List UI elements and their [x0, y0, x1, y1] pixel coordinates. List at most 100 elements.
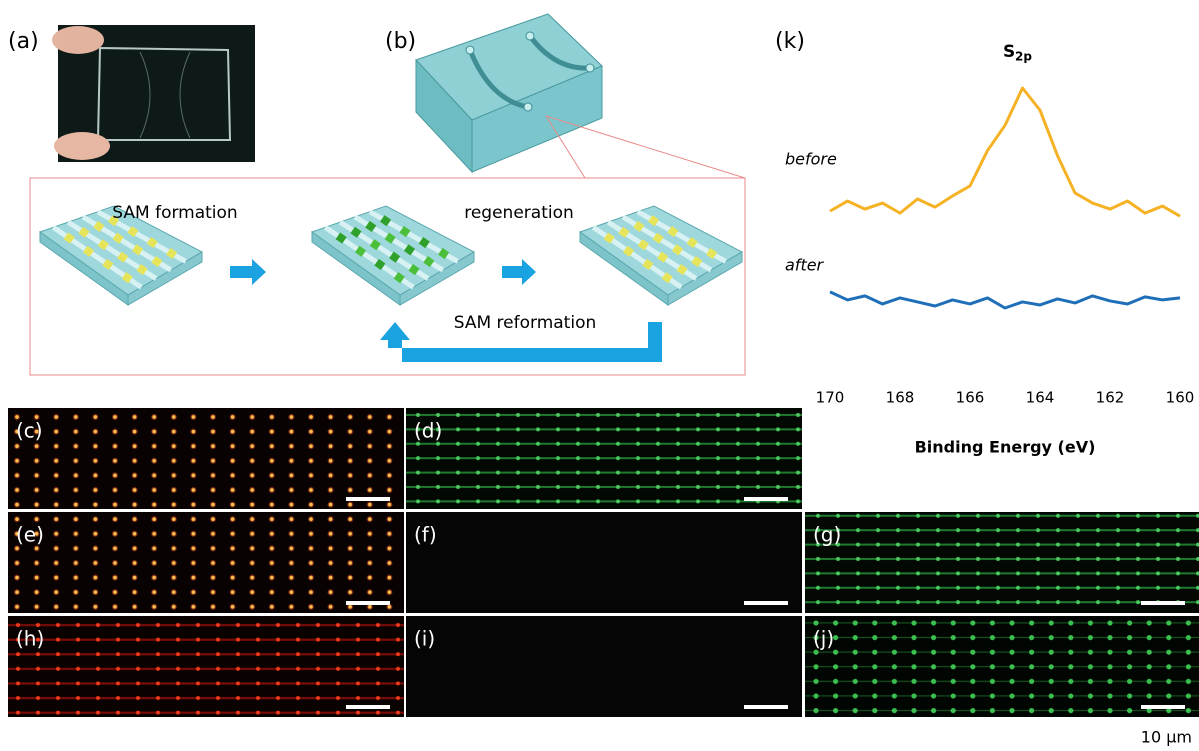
micrograph — [805, 512, 1199, 613]
x-tick-label: 168 — [886, 389, 915, 407]
panel-label: (i) — [414, 627, 435, 651]
series-line — [829, 290, 1181, 310]
panel-label: (b) — [385, 29, 416, 54]
step-label: regeneration — [464, 203, 574, 223]
scale-bar — [744, 601, 788, 605]
spot — [369, 239, 381, 251]
scale-bar — [744, 705, 788, 709]
spot — [706, 247, 718, 260]
spot — [423, 255, 435, 268]
chart-title: S — [1003, 42, 1015, 62]
step-label: SAM reformation — [454, 313, 597, 333]
micrograph — [406, 512, 802, 613]
chip-side — [667, 251, 743, 306]
spot — [661, 272, 673, 284]
micrograph — [8, 616, 404, 717]
series-label: before — [785, 150, 837, 169]
spot — [384, 232, 396, 244]
spot — [151, 255, 163, 268]
micrographs: (c) (d) (e) (f) (g) (h) (i) (j) — [8, 408, 1199, 717]
panel-label: (a) — [8, 29, 39, 54]
spot — [633, 220, 645, 233]
chip-side — [127, 251, 203, 306]
scale-bar — [346, 601, 390, 605]
spot — [374, 258, 386, 271]
spot — [166, 247, 178, 260]
x-tick-label: 166 — [956, 389, 985, 407]
scale-bar — [346, 705, 390, 709]
spot — [121, 272, 133, 284]
spot — [97, 239, 109, 251]
spot — [93, 220, 105, 233]
spot — [438, 247, 450, 260]
device-drawing — [415, 13, 746, 179]
arrows — [230, 259, 662, 362]
micrograph — [406, 616, 802, 717]
spot — [365, 220, 377, 233]
spot — [107, 215, 120, 227]
spot — [131, 244, 144, 256]
panel-label: (d) — [414, 419, 442, 443]
spot — [671, 244, 684, 256]
spot — [637, 239, 649, 251]
spot — [418, 236, 430, 249]
spot — [657, 251, 669, 263]
spot — [408, 264, 420, 276]
micrograph — [406, 408, 802, 509]
spot — [146, 236, 158, 249]
panel-label: (g) — [813, 523, 841, 547]
spot — [350, 226, 362, 238]
spot — [354, 245, 367, 257]
spot — [691, 255, 703, 268]
xps-chart: S 2p 170 168 166 164 162 160 Binding Energy (eV)… — [785, 42, 1194, 457]
photo — [52, 25, 255, 162]
spot — [102, 258, 114, 271]
spot — [686, 236, 698, 249]
x-tick-label: 170 — [816, 389, 845, 407]
scale-bar — [1141, 705, 1185, 709]
panel-label: (e) — [16, 523, 44, 547]
panel-label: (c) — [16, 419, 43, 443]
spot — [676, 264, 688, 276]
spot — [399, 226, 411, 238]
micrograph — [8, 512, 404, 613]
spot — [618, 226, 630, 238]
spot — [403, 244, 416, 256]
spot — [82, 245, 95, 257]
micrograph — [805, 616, 1199, 717]
panel-label: (j) — [813, 627, 834, 651]
scale-bar — [744, 497, 788, 501]
spot — [652, 232, 664, 244]
spot — [78, 226, 90, 238]
spot — [622, 245, 635, 257]
spot — [335, 232, 347, 244]
micrograph — [8, 408, 404, 509]
spot — [667, 226, 679, 238]
panel-label: (k) — [775, 29, 805, 54]
spot — [112, 232, 124, 244]
spot — [647, 215, 660, 227]
spot — [136, 264, 148, 276]
chip-side — [399, 251, 475, 306]
schematic-frame — [29, 177, 746, 376]
schematic-chips — [38, 205, 744, 306]
spot — [393, 272, 405, 284]
spot — [379, 215, 392, 227]
scale-bar — [346, 497, 390, 501]
panel-label: (h) — [16, 627, 44, 651]
x-tick-label: 164 — [1026, 389, 1055, 407]
scale-bar — [1141, 601, 1185, 605]
series-label: after — [785, 256, 825, 275]
x-axis-label: Binding Energy (eV) — [915, 438, 1096, 457]
spot — [389, 251, 401, 263]
scale-bar-label: 10 µm — [1141, 728, 1192, 747]
x-tick-label: 162 — [1096, 389, 1125, 407]
spot — [127, 226, 139, 238]
spot — [63, 232, 75, 244]
spot — [603, 232, 615, 244]
spot — [642, 258, 654, 271]
panel-label: (f) — [414, 523, 437, 547]
series-line — [829, 86, 1181, 218]
step-label: SAM formation — [112, 203, 237, 223]
